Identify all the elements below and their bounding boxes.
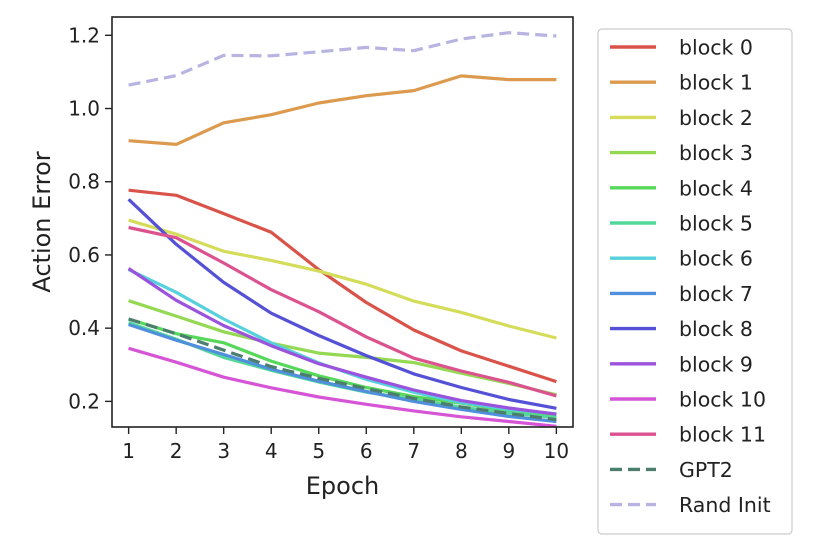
legend: block 0 block 1 block 2 block 3 block 4 block…	[597, 28, 793, 535]
series-line-block-2	[128, 218, 557, 340]
legend-label: block 2	[679, 106, 753, 130]
y-tick-label: 0.6	[68, 243, 100, 267]
y-tick-label: 0.2	[68, 389, 100, 413]
series-line-block-11	[128, 225, 557, 398]
y-tick-label: 0.4	[68, 316, 100, 340]
series-line-gpt2	[128, 317, 557, 422]
series-line-block-10	[128, 346, 557, 428]
x-tick-label: 6	[360, 439, 373, 463]
y-tick-label: 0.8	[68, 170, 100, 194]
x-tick-label: 5	[312, 439, 325, 463]
plot-frame	[111, 16, 574, 428]
legend-label: block 3	[679, 141, 753, 165]
series-line-block-8	[127, 198, 557, 410]
series-line-block-6	[127, 268, 557, 416]
axis-ticks: 1 2 3 4 5 6 7 8 9 10 0.2 0.4 0.6 0.8 1.0 1.2	[68, 23, 569, 463]
series-line-rand-init	[128, 31, 557, 87]
x-tick-label: 7	[407, 439, 420, 463]
x-tick-label: 4	[265, 439, 278, 463]
x-tick-label: 1	[122, 439, 135, 463]
legend-label: Rand Init	[679, 493, 771, 517]
legend-label: block 10	[679, 388, 766, 412]
series-line-block-9	[127, 267, 557, 416]
legend-label: block 5	[679, 212, 753, 236]
legend-box	[597, 28, 793, 535]
y-axis-label: Action Error	[28, 151, 56, 292]
legend-label: block 11	[679, 423, 766, 447]
legend-label: block 9	[679, 352, 753, 376]
x-axis-label: Epoch	[306, 472, 380, 500]
x-tick-label: 3	[217, 439, 230, 463]
series-lines	[127, 31, 557, 428]
x-tick-label: 2	[170, 439, 183, 463]
series-line-block-3	[128, 299, 557, 397]
legend-label: block 7	[679, 282, 753, 306]
y-tick-label: 1.0	[68, 97, 100, 121]
legend-label: block 4	[679, 176, 753, 200]
legend-label: block 0	[679, 36, 753, 60]
series-line-block-0	[128, 188, 557, 384]
legend-label: block 1	[679, 71, 753, 95]
x-tick-label: 10	[544, 439, 569, 463]
y-tick-label: 1.2	[68, 23, 100, 47]
legend-label: GPT2	[679, 458, 733, 482]
x-tick-label: 9	[502, 439, 515, 463]
series-line-block-7	[128, 322, 557, 424]
legend-label: block 6	[679, 247, 753, 271]
x-tick-label: 8	[455, 439, 468, 463]
legend-label: block 8	[679, 317, 753, 341]
series-line-block-1	[128, 74, 557, 146]
